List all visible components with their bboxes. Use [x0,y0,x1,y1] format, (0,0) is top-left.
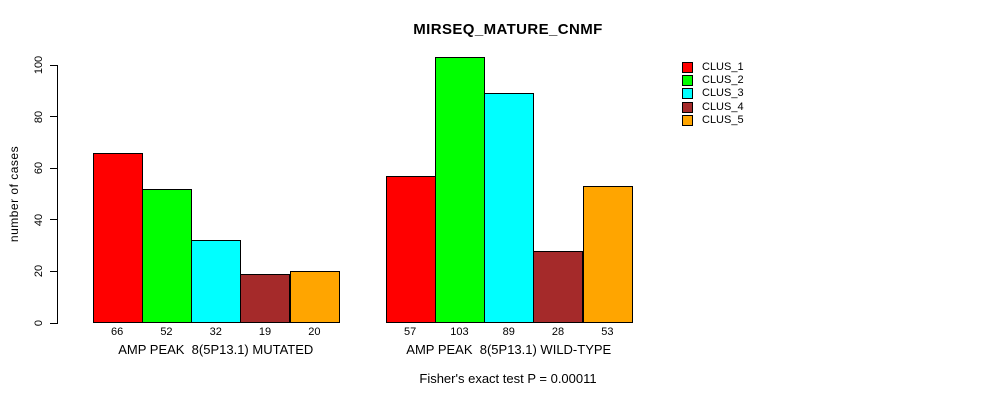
legend-color-swatch [682,62,693,73]
annotation-text: Fisher's exact test P = 0.00011 [419,371,597,386]
legend-color-swatch [682,88,693,100]
y-axis-tick-mark [50,270,57,272]
bar [141,188,192,323]
y-axis-tick-mark [50,64,57,66]
y-axis-tick-label: 80 [33,110,45,123]
bar [240,273,291,323]
bar [289,271,340,323]
bar-value-label: 20 [308,326,321,338]
bar [434,57,485,323]
y-axis-tick-label: 60 [33,162,45,175]
legend-color-swatch [682,114,693,126]
y-axis-tick-label: 20 [33,265,45,278]
legend-color-swatch [682,75,693,87]
legend-item-label: CLUS_5 [702,113,744,126]
legend-item-label: CLUS_3 [702,87,744,100]
y-axis-tick-label: 40 [33,213,45,226]
bar [533,250,584,323]
y-axis-tick-mark [50,219,57,221]
y-axis-tick-label: 100 [33,55,45,75]
group-label: AMP PEAK 8(5P13.1) WILD-TYPE [406,342,612,357]
bar-value-label: 57 [404,326,417,338]
y-axis-tick-label: 0 [33,319,45,327]
bar [484,93,535,323]
bar-value-label: 103 [450,326,469,338]
y-axis-tick-mark [50,116,57,118]
group-label: AMP PEAK 8(5P13.1) MUTATED [118,342,314,357]
legend-item-label: CLUS_2 [702,74,744,87]
y-axis-line [57,65,58,324]
bar-value-label: 89 [502,326,515,338]
bar [92,152,143,323]
y-axis-label: number of cases [7,145,21,243]
bar-value-label: 66 [111,326,124,338]
bar-value-label: 28 [551,326,565,338]
chart-title: MIRSEQ_MATURE_CNMF [413,21,603,38]
bar-value-label: 32 [209,326,222,338]
bar-value-label: 53 [601,326,614,338]
y-axis-tick-mark [50,167,57,169]
bar-value-label: 52 [160,326,173,338]
legend-color-swatch [682,101,693,113]
bar [582,186,633,323]
bar [191,240,242,323]
bar [385,175,436,323]
y-axis-tick-mark [50,322,57,324]
bar-value-label: 19 [258,326,272,338]
legend-item-label: CLUS_4 [702,100,744,113]
legend-item-label: CLUS_1 [702,61,744,73]
